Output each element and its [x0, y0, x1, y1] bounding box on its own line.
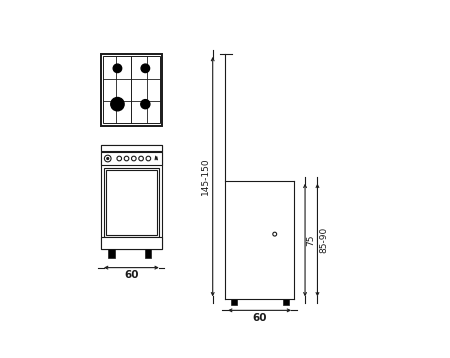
Bar [101, 54, 162, 126]
Bar [230, 299, 237, 305]
Circle shape [141, 64, 149, 73]
Bar [106, 170, 157, 235]
Bar [103, 56, 159, 124]
Bar [283, 299, 289, 305]
Circle shape [141, 100, 150, 109]
Bar [101, 237, 162, 250]
Circle shape [113, 64, 122, 73]
Bar [101, 145, 162, 151]
Bar [101, 153, 162, 165]
Text: 60: 60 [252, 313, 267, 323]
Bar [104, 168, 159, 237]
Text: 85-90: 85-90 [319, 227, 328, 253]
Text: 145-150: 145-150 [201, 158, 210, 195]
Circle shape [107, 158, 108, 159]
Text: 60: 60 [124, 270, 139, 280]
Text: 75: 75 [306, 234, 315, 246]
Bar [108, 250, 115, 258]
Circle shape [111, 97, 124, 111]
Bar [145, 250, 151, 258]
Bar [101, 145, 162, 250]
